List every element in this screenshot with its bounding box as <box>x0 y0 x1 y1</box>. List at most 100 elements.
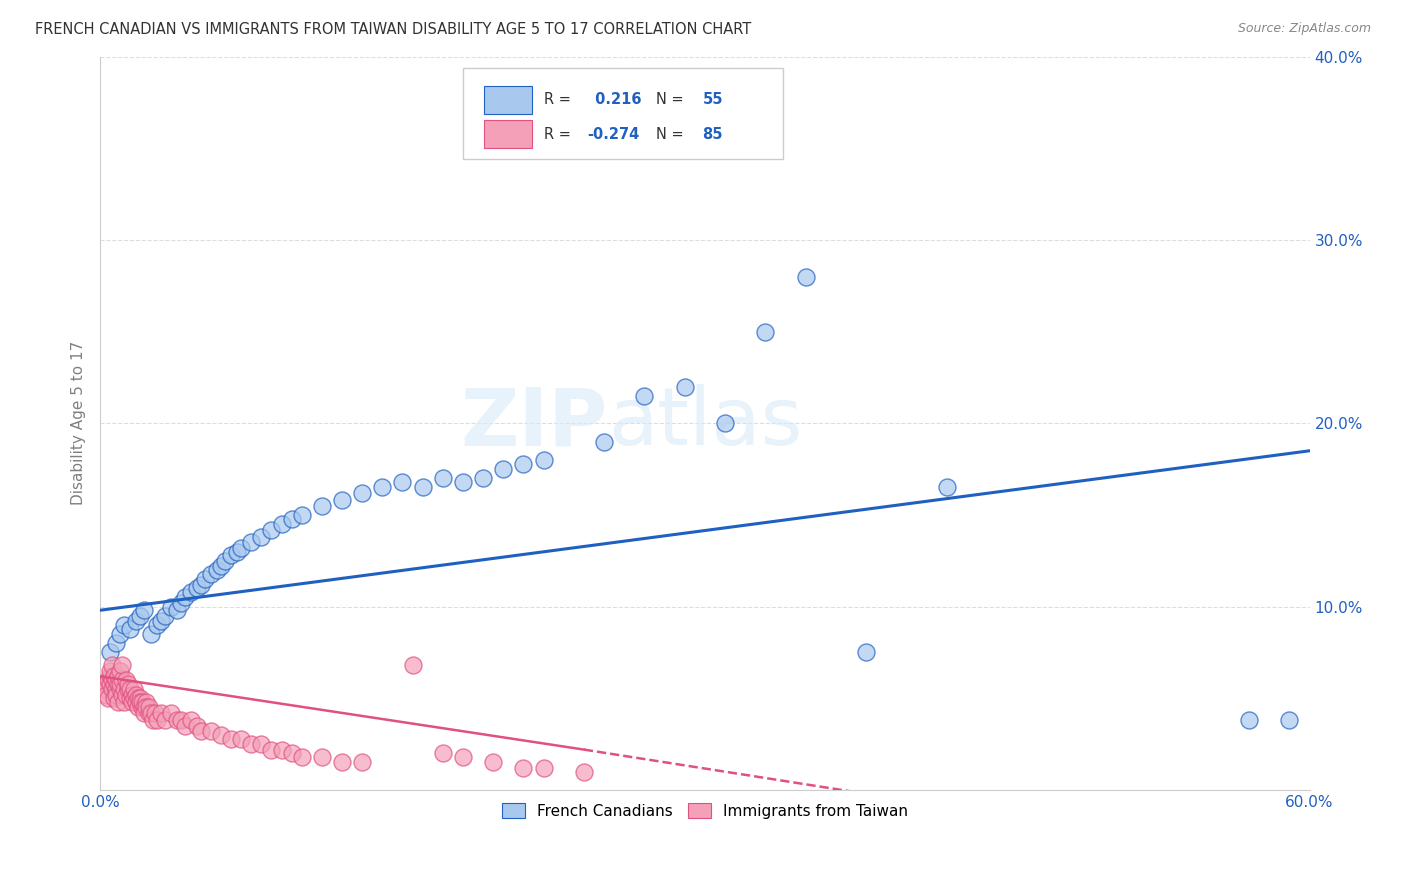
Point <box>190 577 212 591</box>
Point <box>270 517 292 532</box>
Point <box>129 608 152 623</box>
Point <box>103 676 125 690</box>
Point <box>129 691 152 706</box>
Point <box>127 691 149 706</box>
Point <box>121 695 143 709</box>
Point <box>149 706 172 720</box>
Point <box>93 682 115 697</box>
Point <box>166 713 188 727</box>
Point <box>110 627 132 641</box>
Point <box>166 603 188 617</box>
Point <box>96 676 118 690</box>
Point <box>200 566 222 581</box>
Point <box>533 761 555 775</box>
Point <box>219 549 242 563</box>
Point <box>855 645 877 659</box>
Point <box>96 688 118 702</box>
Point <box>143 706 166 720</box>
Point <box>472 471 495 485</box>
Point <box>209 559 232 574</box>
Point <box>111 658 134 673</box>
Point <box>117 682 139 697</box>
Point <box>103 691 125 706</box>
Point <box>134 700 156 714</box>
Point <box>673 379 696 393</box>
Point <box>145 618 167 632</box>
Point <box>311 499 333 513</box>
Point <box>250 737 273 751</box>
Point <box>135 695 157 709</box>
Point <box>291 508 314 522</box>
Point <box>115 688 138 702</box>
Text: ZIP: ZIP <box>461 384 607 462</box>
Point <box>131 695 153 709</box>
Point <box>371 480 394 494</box>
Point <box>105 682 128 697</box>
Point <box>633 389 655 403</box>
Point <box>101 673 124 687</box>
FancyBboxPatch shape <box>484 120 531 148</box>
Point <box>260 523 283 537</box>
Point <box>153 608 176 623</box>
Legend: French Canadians, Immigrants from Taiwan: French Canadians, Immigrants from Taiwan <box>494 795 915 826</box>
Point <box>159 706 181 720</box>
Point <box>240 535 263 549</box>
Point <box>492 462 515 476</box>
Point <box>135 700 157 714</box>
Point <box>139 627 162 641</box>
Point <box>110 676 132 690</box>
Point <box>330 493 353 508</box>
FancyBboxPatch shape <box>484 86 531 114</box>
Point <box>138 700 160 714</box>
Point <box>120 622 142 636</box>
Point <box>240 737 263 751</box>
Point <box>149 614 172 628</box>
Point <box>714 417 737 431</box>
Point <box>352 756 374 770</box>
Point <box>103 669 125 683</box>
Point <box>280 511 302 525</box>
Point <box>101 658 124 673</box>
Point <box>352 486 374 500</box>
Point <box>754 325 776 339</box>
Point <box>250 530 273 544</box>
Text: atlas: atlas <box>607 384 803 462</box>
Point <box>125 614 148 628</box>
Point <box>120 691 142 706</box>
Point <box>432 471 454 485</box>
Point <box>205 563 228 577</box>
Point <box>170 713 193 727</box>
Point <box>200 724 222 739</box>
Point <box>112 682 135 697</box>
Point <box>134 706 156 720</box>
Point <box>280 746 302 760</box>
Point <box>291 750 314 764</box>
Point <box>110 664 132 678</box>
Point <box>231 541 253 555</box>
Point <box>401 658 423 673</box>
Point <box>330 756 353 770</box>
Point <box>107 669 129 683</box>
Point <box>107 695 129 709</box>
Point <box>270 742 292 756</box>
Point <box>170 596 193 610</box>
Point <box>125 695 148 709</box>
Point <box>115 673 138 687</box>
Point <box>512 761 534 775</box>
Text: R =: R = <box>544 127 575 142</box>
Point <box>111 688 134 702</box>
Point <box>186 581 208 595</box>
Point <box>173 591 195 605</box>
Text: N =: N = <box>657 127 689 142</box>
Point <box>98 669 121 683</box>
Text: FRENCH CANADIAN VS IMMIGRANTS FROM TAIWAN DISABILITY AGE 5 TO 17 CORRELATION CHA: FRENCH CANADIAN VS IMMIGRANTS FROM TAIWA… <box>35 22 751 37</box>
Text: 55: 55 <box>703 93 723 107</box>
Point <box>124 682 146 697</box>
Point <box>209 728 232 742</box>
Point <box>120 682 142 697</box>
Point <box>159 599 181 614</box>
Point <box>117 676 139 690</box>
Point <box>214 554 236 568</box>
Point <box>190 724 212 739</box>
Point <box>451 750 474 764</box>
